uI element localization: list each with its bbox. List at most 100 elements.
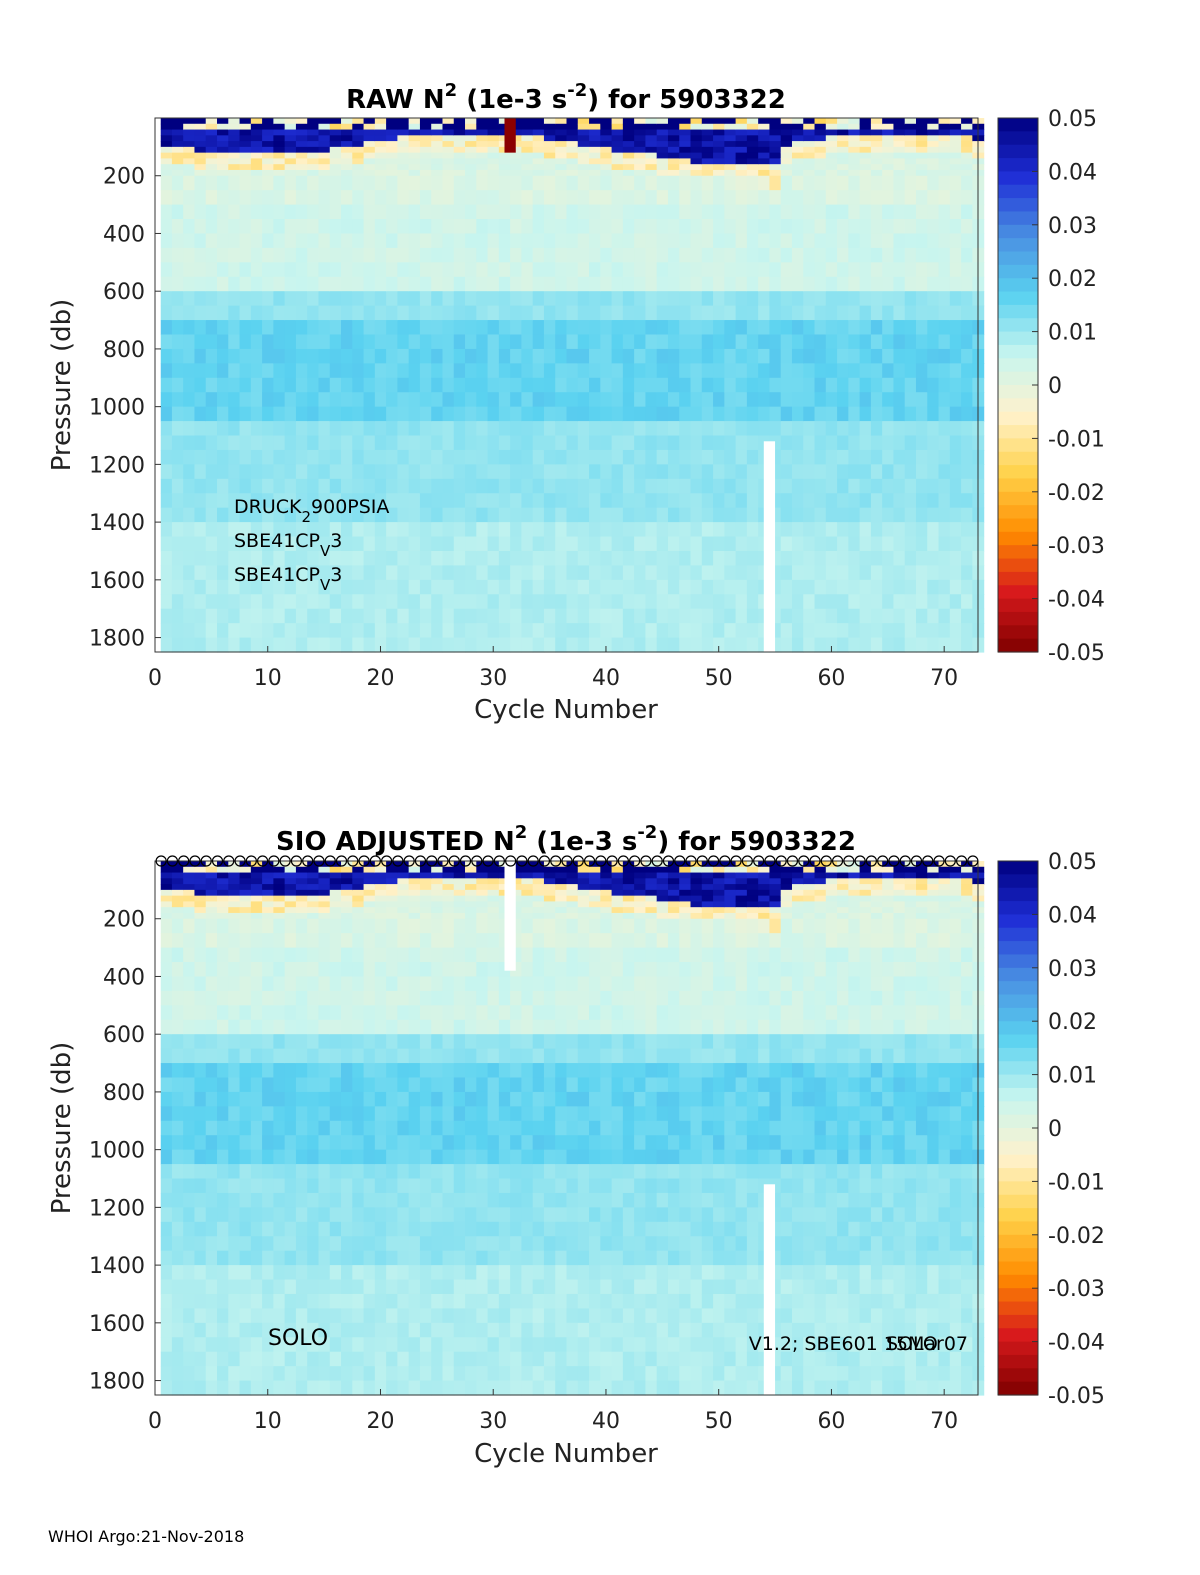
heatmap-cell [927,392,940,408]
heatmap-cell [160,579,173,595]
heatmap-cell [724,129,737,136]
heatmap-cell [746,135,759,142]
heatmap-cell [453,1135,466,1151]
heatmap-cell [228,493,241,509]
heatmap-cell [329,866,342,874]
heatmap-cell [746,507,759,523]
heatmap-cell [431,608,444,624]
heatmap-cell [465,334,477,350]
heatmap-cell [679,594,692,610]
heatmap-cell [510,550,522,566]
heatmap-cell [453,976,466,992]
heatmap-cell [521,907,534,914]
heatmap-cell [634,169,647,177]
heatmap-cell [611,158,624,165]
heatmap-cell [465,123,477,131]
heatmap-cell [171,1221,184,1237]
heatmap-cell [927,247,940,263]
heatmap-cell [408,608,421,624]
heatmap-cell [600,152,613,160]
heatmap-cell [949,146,962,154]
heatmap-cell [442,204,455,220]
heatmap-cell [566,449,579,465]
heatmap-cell [915,219,928,235]
heatmap-cell [532,907,545,914]
heatmap-cell [690,204,703,220]
heatmap-cell [262,990,274,1006]
heatmap-cell [566,1106,579,1122]
heatmap-cell [341,158,353,165]
heatmap-cell [352,912,365,920]
heatmap-cell [634,190,647,206]
heatmap-cell [622,623,635,639]
heatmap-cell [870,247,883,263]
heatmap-cell [904,392,917,408]
heatmap-cell [408,889,421,897]
sensor-label-pressure: DRUCK2900PSIA [234,496,389,526]
heatmap-cell [431,1293,444,1309]
heatmap-cell [532,1120,545,1136]
heatmap-cell [566,579,579,595]
heatmap-cell [250,348,263,364]
heatmap-cell [589,1337,601,1353]
heatmap-cell [160,1308,173,1324]
heatmap-cell [419,565,432,581]
heatmap-cell [160,550,173,566]
heatmap-cell [284,1149,297,1165]
colorbar-segment [998,358,1038,373]
heatmap-cell [453,169,466,177]
heatmap-cell [927,522,940,538]
heatmap-cell [487,1380,500,1396]
heatmap-cell [442,1034,455,1050]
heatmap-cell [837,129,849,136]
heatmap-cell [938,377,951,393]
heatmap-cell [566,1019,579,1035]
heatmap-cell [397,435,410,451]
heatmap-cell [205,536,218,552]
heatmap-cell [758,421,771,437]
heatmap-cell [487,392,500,408]
heatmap-cell [453,175,466,191]
heatmap-cell [769,164,782,171]
heatmap-cell [341,377,353,393]
heatmap-cell [532,918,545,934]
heatmap-cell [893,406,906,422]
heatmap-cell [341,135,353,142]
heatmap-cell [171,522,184,538]
heatmap-cell [498,190,511,206]
heatmap-cell [476,895,489,903]
heatmap-cell [938,536,951,552]
heatmap-cell [397,1337,410,1353]
heatmap-cell [419,1077,432,1093]
heatmap-cell [758,152,771,160]
heatmap-cell [893,219,906,235]
heatmap-cell [679,377,692,393]
heatmap-cell [600,901,613,908]
heatmap-cell [273,247,286,263]
heatmap-cell [870,219,883,235]
heatmap-cell [667,146,680,154]
heatmap-cell [679,219,692,235]
heatmap-cell [205,141,218,148]
heatmap-cell [284,1337,297,1353]
heatmap-cell [532,262,545,278]
heatmap-cell [386,1178,398,1194]
heatmap-cell [622,135,635,142]
heatmap-cell [284,878,297,885]
heatmap-cell [386,565,398,581]
heatmap-cell [318,912,331,920]
heatmap-cell [577,1207,590,1223]
heatmap-cell [566,262,579,278]
heatmap-cell [160,889,173,897]
heatmap-cell [611,348,624,364]
heatmap-cell [882,392,895,408]
heatmap-cell [769,623,782,639]
heatmap-cell [273,152,286,160]
heatmap-cell [318,152,331,160]
heatmap-cell [160,493,173,509]
heatmap-cell [194,901,207,908]
heatmap-cell [656,152,669,160]
heatmap-cell [419,406,432,422]
heatmap-cell [634,164,647,171]
heatmap-cell [419,1091,432,1107]
